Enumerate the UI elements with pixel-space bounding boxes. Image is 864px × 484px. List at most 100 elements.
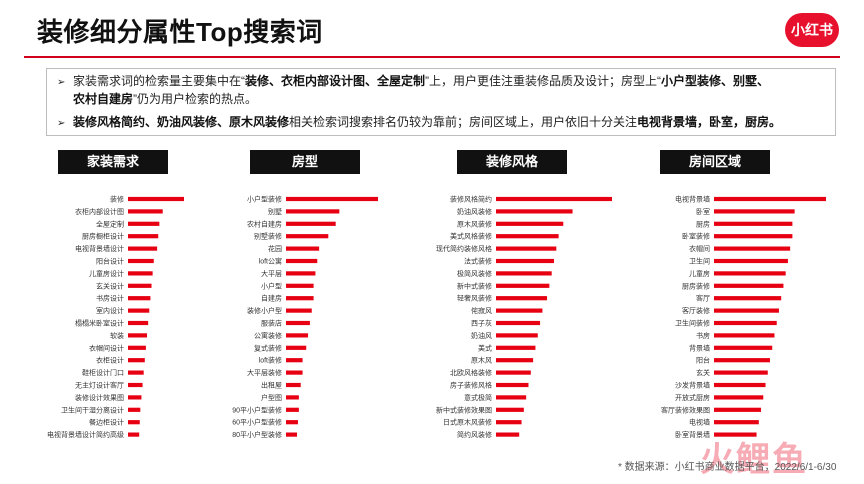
category-label: 电视背景墙设计 [75, 244, 124, 253]
category-label: 背景墙 [689, 343, 710, 352]
category-label: 出租屋 [261, 381, 282, 390]
bar [496, 345, 536, 350]
bar [496, 196, 612, 202]
bar [286, 234, 329, 239]
category-label: 卧室 [696, 207, 710, 216]
category-label: 奶油风 [471, 331, 492, 340]
bar [286, 296, 314, 301]
category-label: 榻榻米卧室设计 [75, 319, 124, 328]
bar [496, 420, 522, 425]
bar [128, 420, 140, 425]
bar [286, 209, 340, 214]
category-label: 电视墙 [689, 418, 710, 427]
category-label: 公寓装修 [254, 331, 282, 340]
category-label: 无主灯设计客厅 [75, 381, 124, 390]
category-label: 电视背景墙设计简约高级 [47, 430, 124, 439]
category-label: 轻奢风装修 [457, 294, 492, 303]
category-label: 厨房橱柜设计 [82, 232, 124, 241]
category-label: 小户型装修 [247, 195, 282, 204]
summary-bullet-2: ➢ 装修风格简约、奶油风装修、原木风装修相关检索词搜索排名仍较为靠前；房间区域上，… [57, 114, 827, 132]
category-label: 阳台设计 [96, 257, 124, 266]
bar [714, 246, 791, 251]
chart-title-home-needs: 家装需求 [58, 150, 168, 174]
bullet-1-line-1: 家装需求词的检索量主要集中在“装修、衣柜内部设计图、全屋定制”上，用户更佳注重装… [73, 74, 769, 88]
category-label: 餐边柜设计 [89, 418, 124, 427]
bar [714, 345, 773, 350]
bar [714, 209, 795, 214]
category-label: 美式 [478, 343, 492, 352]
chart-title-house-type: 房型 [250, 150, 360, 174]
bar [496, 296, 548, 301]
bar [714, 221, 793, 226]
title-divider [24, 56, 840, 58]
category-label: loft装修 [259, 356, 282, 365]
category-label: 卫生间装修 [675, 319, 710, 328]
bar [128, 258, 154, 264]
bar [714, 333, 775, 338]
category-label: 日式原木风装修 [443, 418, 492, 427]
bar [128, 395, 142, 400]
category-label: 客厅 [696, 294, 710, 303]
bar [714, 432, 757, 437]
category-label: 房子装修风格 [450, 381, 492, 390]
bar [286, 333, 309, 338]
chart-title-room-area: 房间区域 [660, 150, 770, 174]
bar [286, 258, 318, 264]
category-label: 原木风 [471, 356, 492, 365]
category-label: 卧室装修 [682, 232, 710, 241]
category-label: 大平层 [261, 269, 282, 278]
arrow-bullet-icon: ➢ [57, 118, 66, 129]
bar [286, 246, 320, 251]
category-label: loft公寓 [259, 257, 282, 266]
bar [714, 395, 764, 400]
category-label: 衣帽间 [689, 244, 710, 253]
category-label: 户型图 [261, 393, 282, 402]
category-label: 大平层装修 [247, 368, 282, 377]
bar [128, 358, 145, 363]
bullet-1-segment-1: 装修、衣柜内部设计图、全屋定制 [245, 74, 426, 88]
category-label: 电视背景墙 [675, 195, 710, 204]
bar [128, 333, 148, 338]
bar [286, 271, 316, 276]
category-label: 厨房装修 [682, 281, 710, 290]
bullet-2-segment-0: 装修风格简约、奶油风装修、原木风装修 [73, 115, 290, 129]
category-label: 意式极简 [464, 393, 492, 402]
bar [286, 283, 314, 288]
category-label: 玄关设计 [96, 281, 124, 290]
bar [714, 382, 766, 388]
chart-home-needs: 装修衣柜内部设计图全屋定制厨房橱柜设计电视背景墙设计阳台设计儿童房设计玄关设计书… [47, 195, 184, 439]
category-label: 卧室背景墙 [675, 430, 710, 439]
bar [714, 358, 770, 363]
summary-box: ➢ 家装需求词的检索量主要集中在“装修、衣柜内部设计图、全屋定制”上，用户更佳注重… [46, 68, 836, 136]
category-label: 书房设计 [96, 294, 124, 303]
bar [496, 308, 543, 313]
category-label: 奶油风装修 [457, 207, 492, 216]
category-label: 简约风装修 [457, 430, 492, 439]
bar [714, 296, 782, 301]
bar [128, 382, 143, 388]
bullet-1-line-2: 农村自建房”仍为用户检索的热点。 [57, 91, 827, 108]
category-label: 原木风装修 [457, 219, 492, 228]
bar [496, 271, 552, 276]
bar [714, 234, 793, 239]
bar [496, 246, 557, 251]
bar [714, 308, 779, 313]
bullet-2-text: 装修风格简约、奶油风装修、原木风装修相关检索词搜索排名仍较为靠前；房间区域上，用… [73, 115, 781, 129]
bar [714, 320, 777, 326]
bar [286, 345, 307, 350]
category-label: 农村自建房 [247, 219, 282, 228]
category-label: 装修风格简约 [450, 195, 492, 204]
bar [496, 221, 564, 226]
bullet-2-segment-2: 电视背景墙，卧室，厨房。 [637, 115, 782, 129]
bar [286, 196, 378, 202]
category-label: 法式装修 [464, 257, 492, 266]
bar [496, 370, 531, 375]
watermark: 火鲤鱼 [700, 441, 808, 479]
bar [714, 258, 788, 264]
category-label: 西子灰 [471, 319, 492, 328]
category-label: 北欧风格装修 [450, 368, 492, 377]
category-label: 厨房 [696, 219, 710, 228]
category-label: 玄关 [696, 368, 710, 377]
category-label: 卫生间干湿分离设计 [61, 405, 124, 414]
bar [714, 407, 762, 412]
